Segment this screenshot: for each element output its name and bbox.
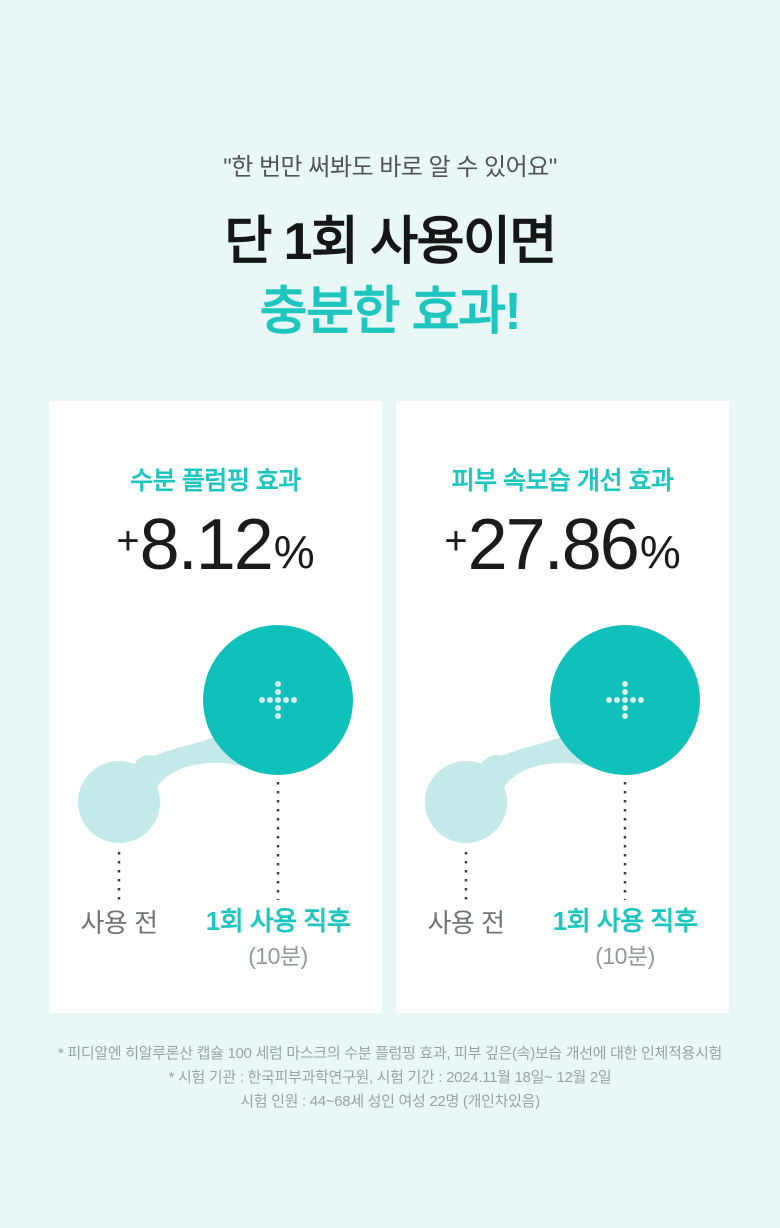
main-title-line1: 단 1회 사용이면 [224,213,557,271]
header-quote: "한 번만 써봐도 바로 알 수 있어요" [223,154,557,181]
card-title: 피부 속보습 개선 효과 [451,467,674,495]
before-label: 사용 전 [80,908,158,938]
plus-dots-icon [259,681,297,719]
plus-sign: + [116,519,140,563]
bubble-chart [425,625,700,900]
footnote-line: * 피디알엔 히알루론산 캡슐 100 세럼 마스크의 수분 플럼핑 효과, 피… [57,1045,723,1062]
percent-value: +8.12% [49,501,382,585]
after-sublabel: (10분) [248,943,308,969]
value-digits: 8.12 [139,505,274,585]
result-card-moisture-plumping: 수분 플럼핑 효과 +8.12% 사용 전 1회 사용 직후 (10분) [49,401,382,1013]
plus-dots-icon [606,681,644,719]
plus-sign: + [444,519,468,563]
value-digits: 27.86 [467,505,640,585]
after-sublabel: (10분) [595,943,655,969]
before-bubble-bump [133,755,165,787]
footnote-line: * 시험 기관 : 한국피부과학연구원, 시험 기간 : 2024.11월 18… [168,1069,612,1086]
percent-sign: % [639,526,681,578]
percent-sign: % [273,526,315,578]
percent-value: +27.86% [396,501,729,585]
bubble-chart [78,625,353,900]
after-label: 1회 사용 직후 [205,906,351,936]
before-label: 사용 전 [427,908,505,938]
after-label: 1회 사용 직후 [552,906,698,936]
footnotes: * 피디알엔 히알루론산 캡슐 100 세럼 마스크의 수분 플럼핑 효과, 피… [0,1042,780,1114]
result-card-deep-moisture: 피부 속보습 개선 효과 +27.86% 사용 전 1회 사용 직후 (10분) [396,401,729,1013]
card-title: 수분 플럼핑 효과 [130,467,301,495]
before-bubble-bump [480,755,512,787]
main-title-line2: 충분한 효과! [259,283,522,341]
footnote-line: 시험 인원 : 44~68세 성인 여성 22명 (개인차있음) [240,1093,540,1110]
